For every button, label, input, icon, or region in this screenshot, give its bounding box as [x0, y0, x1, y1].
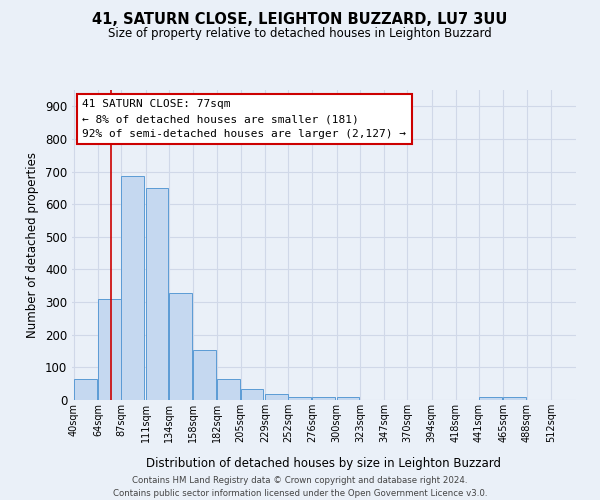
Bar — [313, 396, 335, 400]
Bar — [98, 299, 121, 400]
Bar — [193, 350, 216, 400]
Bar — [479, 396, 502, 400]
Bar — [74, 379, 97, 400]
Bar — [288, 396, 311, 400]
Text: Contains HM Land Registry data © Crown copyright and database right 2024.
Contai: Contains HM Land Registry data © Crown c… — [113, 476, 487, 498]
Bar — [503, 396, 526, 400]
Text: Size of property relative to detached houses in Leighton Buzzard: Size of property relative to detached ho… — [108, 28, 492, 40]
Text: Distribution of detached houses by size in Leighton Buzzard: Distribution of detached houses by size … — [146, 458, 502, 470]
Bar — [337, 396, 359, 400]
Bar — [146, 188, 169, 400]
Bar — [169, 293, 191, 400]
Bar — [265, 394, 287, 400]
Bar — [241, 389, 263, 400]
Bar — [217, 379, 240, 400]
Text: 41 SATURN CLOSE: 77sqm
← 8% of detached houses are smaller (181)
92% of semi-det: 41 SATURN CLOSE: 77sqm ← 8% of detached … — [82, 100, 406, 139]
Text: 41, SATURN CLOSE, LEIGHTON BUZZARD, LU7 3UU: 41, SATURN CLOSE, LEIGHTON BUZZARD, LU7 … — [92, 12, 508, 28]
Y-axis label: Number of detached properties: Number of detached properties — [26, 152, 40, 338]
Bar — [121, 176, 144, 400]
